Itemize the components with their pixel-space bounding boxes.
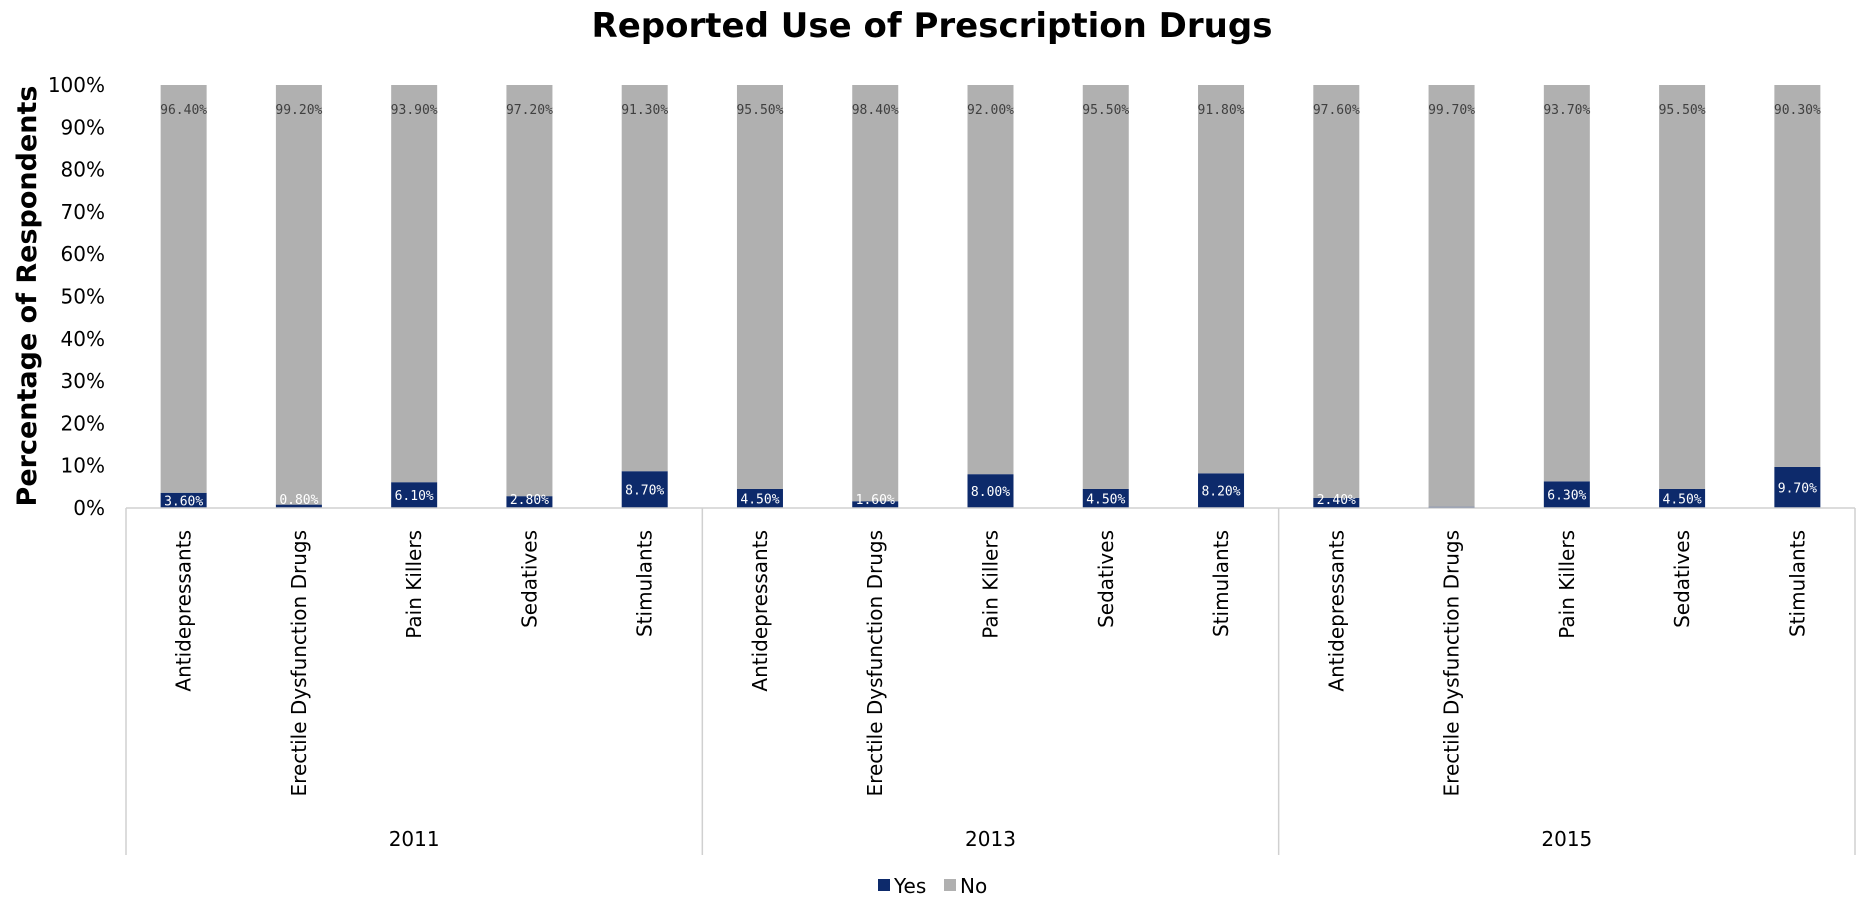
data-label-no: 93.70% bbox=[1543, 103, 1590, 118]
data-label-yes: 8.20% bbox=[1201, 485, 1240, 500]
data-label-yes: 2.80% bbox=[510, 493, 549, 508]
y-tick-label: 90% bbox=[61, 115, 105, 139]
data-label-no: 95.50% bbox=[1082, 103, 1129, 118]
bar-no bbox=[621, 85, 668, 472]
legend-label: Yes bbox=[893, 874, 926, 898]
data-label-no: 99.70% bbox=[1428, 103, 1475, 118]
bar-no bbox=[1313, 85, 1360, 498]
bar-yes bbox=[1198, 473, 1245, 508]
bar-yes bbox=[1313, 497, 1360, 508]
chart-title: Reported Use of Prescription Drugs bbox=[592, 6, 1273, 46]
category-tick-label: Antidepressants bbox=[1324, 530, 1348, 692]
bar-no bbox=[852, 85, 899, 502]
data-label-no: 99.20% bbox=[275, 103, 322, 118]
group-label: 2013 bbox=[965, 827, 1016, 851]
bar-no bbox=[160, 85, 207, 493]
y-tick-label: 40% bbox=[61, 327, 105, 351]
category-tick-label: Sedatives bbox=[1670, 530, 1694, 628]
bar-no bbox=[506, 85, 553, 497]
data-label-yes: 0.80% bbox=[279, 493, 318, 508]
legend-label: No bbox=[960, 874, 987, 898]
bar-yes bbox=[1659, 488, 1706, 508]
y-axis-label: Percentage of Respondents bbox=[12, 86, 43, 507]
bar-no bbox=[1198, 85, 1245, 474]
bar-yes bbox=[1774, 466, 1821, 508]
y-tick-label: 80% bbox=[61, 158, 105, 182]
data-label-yes: 6.30% bbox=[1547, 489, 1586, 504]
x-axis: Antidepressants Erectile Dysfunction Drug… bbox=[125, 507, 1856, 855]
bar-no bbox=[275, 85, 322, 505]
bar-no bbox=[1428, 85, 1475, 507]
data-label-yes: 9.70% bbox=[1778, 481, 1817, 496]
y-tick-label: 10% bbox=[61, 454, 105, 478]
bar-yes bbox=[275, 504, 322, 508]
bar-yes bbox=[506, 496, 553, 508]
bar-yes bbox=[736, 488, 783, 508]
category-tick-label: Pain Killers bbox=[402, 530, 426, 639]
category-tick-label: Erectile Dysfunction Drugs bbox=[1440, 530, 1464, 796]
bar-yes bbox=[160, 492, 207, 508]
data-label-no: 92.00% bbox=[967, 103, 1014, 118]
data-label-yes: 1.60% bbox=[856, 493, 895, 508]
data-label-yes: 4.50% bbox=[1663, 492, 1702, 507]
data-label-yes: 4.50% bbox=[740, 492, 779, 507]
bar-yes bbox=[852, 501, 899, 508]
category-tick-label: Sedatives bbox=[517, 530, 541, 628]
y-axis-ticks: 0% 10% 20% 30% 40% 50% 60% 70% 80% 90% 100% bbox=[48, 73, 105, 520]
bar-no bbox=[736, 85, 783, 489]
bar-yes bbox=[1543, 481, 1590, 508]
data-label-no: 96.40% bbox=[160, 103, 207, 118]
group-label: 2015 bbox=[1541, 827, 1592, 851]
bar-no bbox=[1543, 85, 1590, 482]
data-label-no: 91.80% bbox=[1198, 103, 1245, 118]
data-label-yes: 2.40% bbox=[1317, 493, 1356, 508]
y-tick-label: 100% bbox=[48, 73, 105, 97]
bar-no bbox=[1659, 85, 1706, 489]
category-tick-label: Stimulants bbox=[1209, 530, 1233, 637]
y-tick-label: 70% bbox=[61, 200, 105, 224]
data-label-yes: 6.10% bbox=[395, 489, 434, 504]
bar-yes bbox=[391, 482, 438, 508]
category-tick-label: Sedatives bbox=[1094, 530, 1118, 628]
category-tick-label: Stimulants bbox=[1785, 530, 1809, 637]
y-tick-label: 30% bbox=[61, 369, 105, 393]
bar-yes bbox=[1082, 488, 1129, 508]
data-label-no: 95.50% bbox=[1659, 103, 1706, 118]
category-tick-label: Antidepressants bbox=[748, 530, 772, 692]
bar-no bbox=[391, 85, 438, 483]
y-tick-label: 0% bbox=[73, 496, 105, 520]
category-tick-label: Erectile Dysfunction Drugs bbox=[863, 530, 887, 796]
category-tick-label: Antidepressants bbox=[172, 530, 196, 692]
bars bbox=[160, 85, 1821, 508]
group-label: 2011 bbox=[389, 827, 440, 851]
data-label-yes: 8.00% bbox=[971, 485, 1010, 500]
bar-no bbox=[1082, 85, 1129, 489]
category-tick-label: Stimulants bbox=[633, 530, 657, 637]
legend-swatch bbox=[944, 879, 956, 891]
category-tick-label: Erectile Dysfunction Drugs bbox=[287, 530, 311, 796]
y-tick-label: 60% bbox=[61, 242, 105, 266]
data-label-no: 90.30% bbox=[1774, 103, 1821, 118]
y-tick-label: 50% bbox=[61, 285, 105, 309]
data-label-no: 93.90% bbox=[391, 103, 438, 118]
data-label-no: 91.30% bbox=[621, 103, 668, 118]
category-tick-label: Pain Killers bbox=[979, 530, 1003, 639]
bar-yes bbox=[621, 471, 668, 508]
data-label-yes: 3.60% bbox=[164, 494, 203, 509]
bar-no bbox=[1774, 85, 1821, 467]
data-label-yes: 8.70% bbox=[625, 484, 664, 499]
data-label-no: 97.60% bbox=[1313, 103, 1360, 118]
category-tick-label: Pain Killers bbox=[1555, 530, 1579, 639]
data-labels: 96.40% 3.60% 99.20% 0.80% 93.90% 6.10% 97.20% 2… bbox=[160, 103, 1821, 509]
bar-no bbox=[967, 85, 1014, 475]
data-label-no: 95.50% bbox=[736, 103, 783, 118]
data-label-no: 98.40% bbox=[852, 103, 899, 118]
data-label-yes: 4.50% bbox=[1086, 492, 1125, 507]
legend-swatch bbox=[878, 879, 890, 891]
y-tick-label: 20% bbox=[61, 411, 105, 435]
data-label-no: 97.20% bbox=[506, 103, 553, 118]
bar-yes bbox=[967, 474, 1014, 508]
legend: Yes No bbox=[878, 874, 987, 898]
